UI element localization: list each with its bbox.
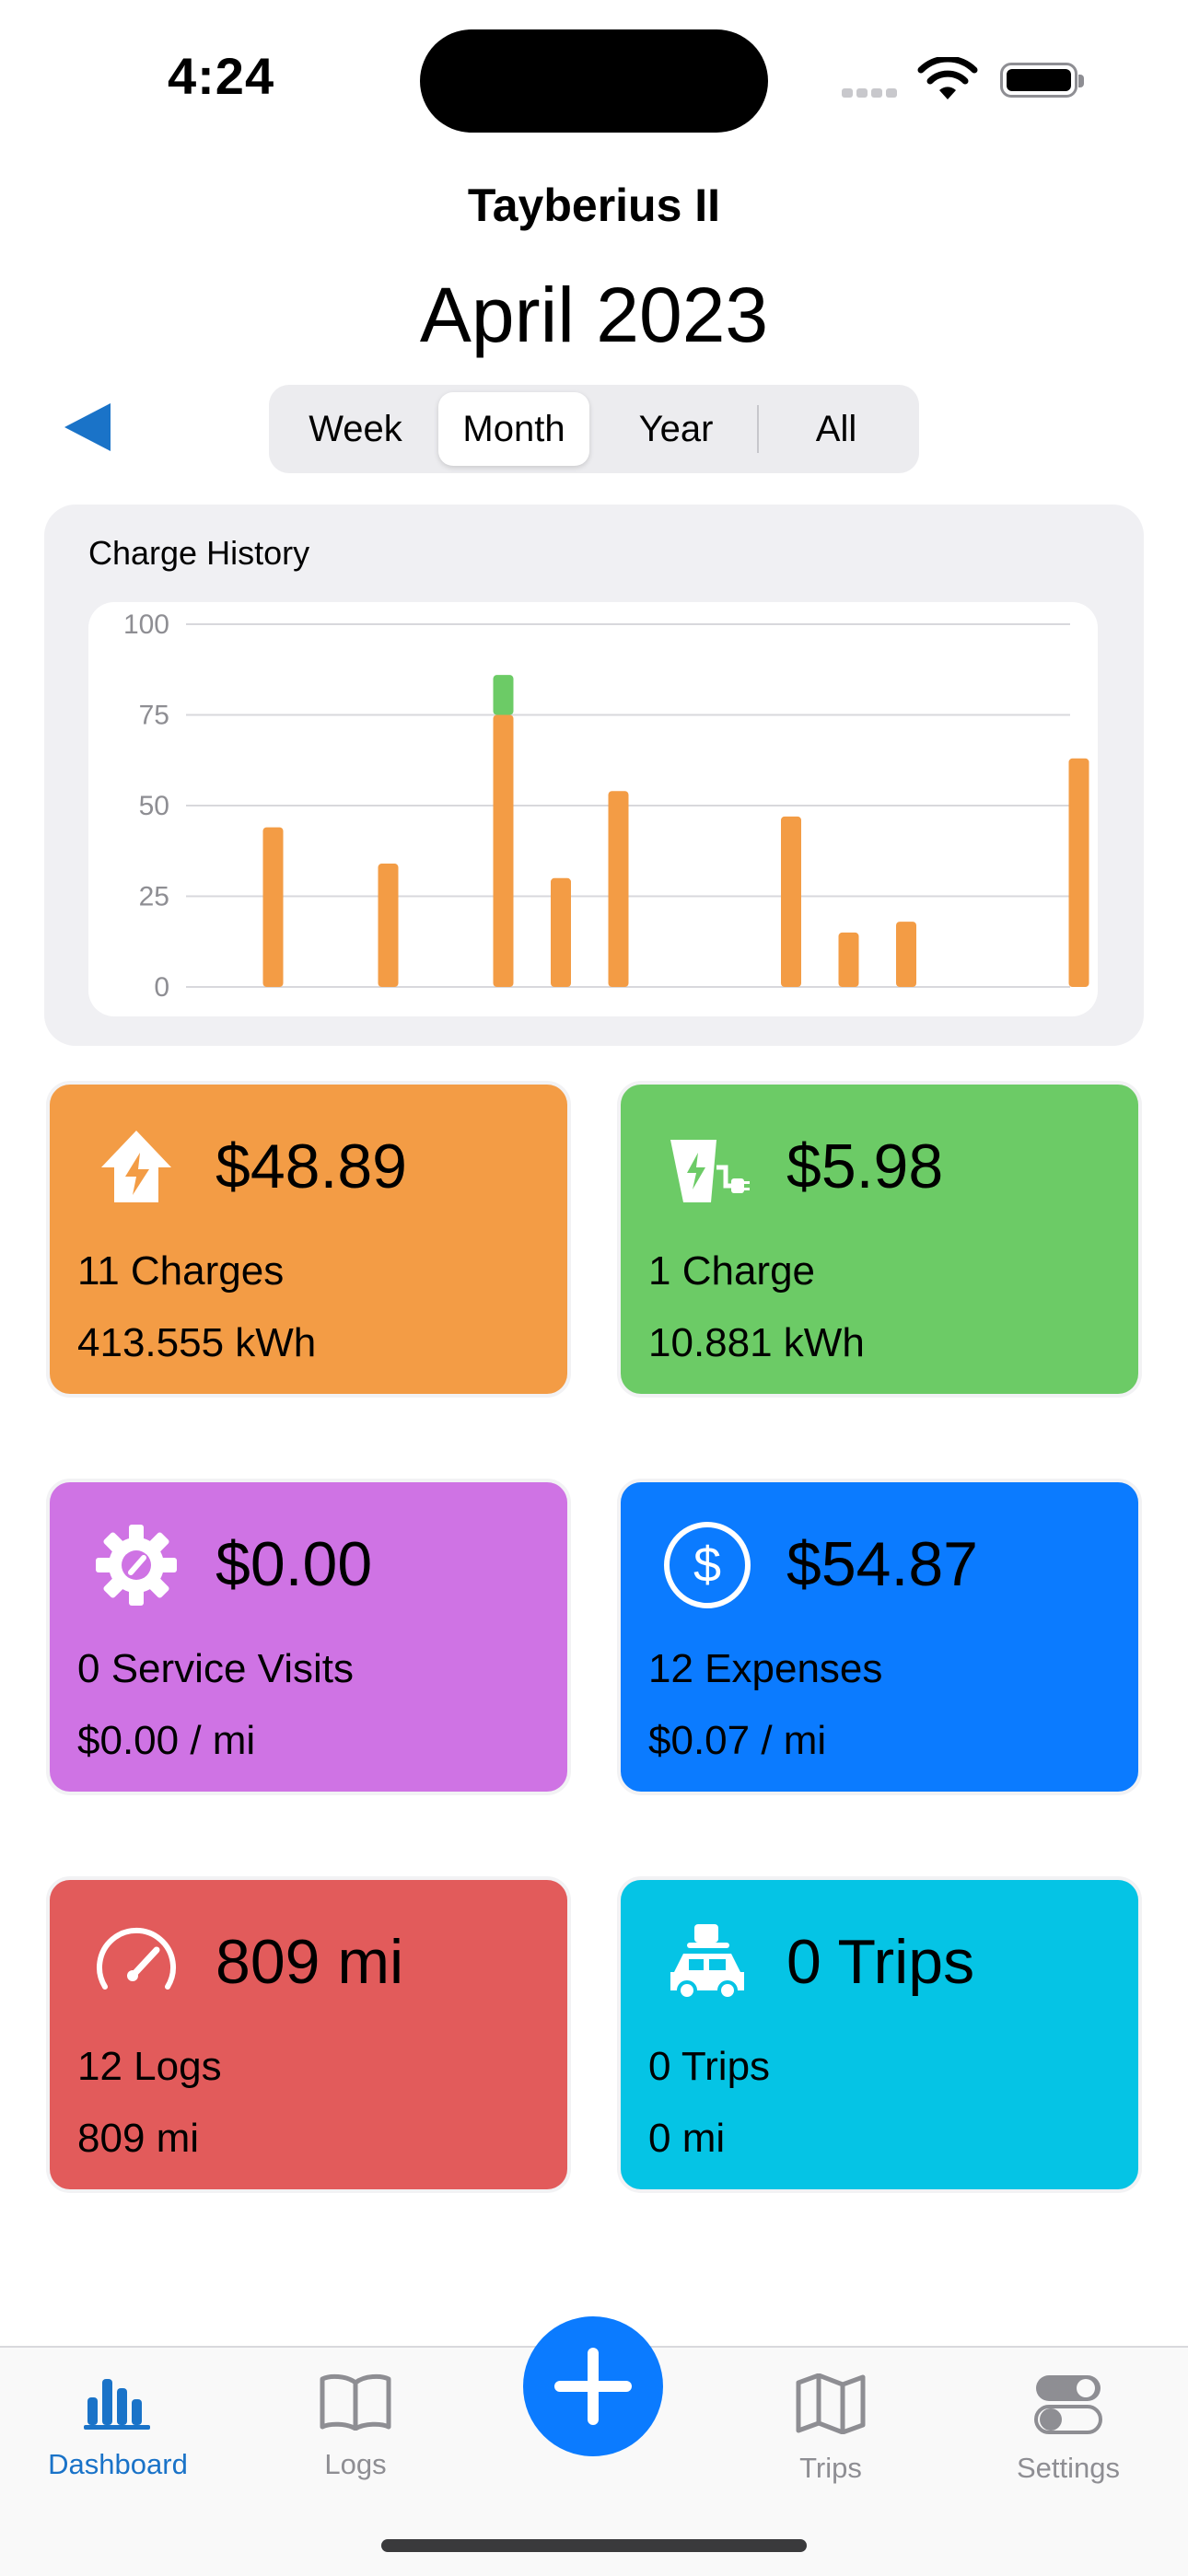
stat-count: 12 Expenses <box>648 1646 883 1691</box>
stat-count: 12 Logs <box>77 2044 222 2089</box>
stat-value: 809 mi <box>215 1927 404 1997</box>
wifi-icon <box>917 57 978 99</box>
speedometer-icon <box>90 1917 182 2009</box>
public-charger-icon <box>661 1121 753 1213</box>
segment-divider <box>757 405 759 453</box>
stat-detail: 413.555 kWh <box>77 1320 317 1365</box>
y-tick-label: 75 <box>139 701 169 731</box>
segment-month[interactable]: Month <box>438 392 589 466</box>
y-tick-label: 50 <box>139 791 169 821</box>
stat-value: $54.87 <box>786 1529 978 1599</box>
stat-detail: 809 mi <box>77 2116 200 2161</box>
vehicle-name[interactable]: Tayberius II <box>467 180 721 231</box>
segment-week[interactable]: Week <box>309 409 402 449</box>
chart-bar <box>1068 758 1089 987</box>
home-indicator <box>381 2539 807 2552</box>
chart-bar <box>262 827 284 987</box>
stat-count: 1 Charge <box>648 1248 816 1294</box>
stat-detail: 0 mi <box>648 2116 726 2161</box>
dollar-circle-icon: $ <box>661 1519 753 1611</box>
stat-card[interactable]: $48.89 11 Charges 413.555 kWh <box>50 1085 567 1394</box>
stat-value: $48.89 <box>215 1131 407 1201</box>
tab-label: Trips <box>799 2452 862 2484</box>
stat-detail: $0.07 / mi <box>648 1718 827 1763</box>
battery-icon <box>1000 63 1084 98</box>
dynamic-island <box>420 29 768 133</box>
tab-label: Logs <box>324 2448 387 2480</box>
chart-bar <box>896 922 916 987</box>
segment-year[interactable]: Year <box>638 409 714 449</box>
add-button[interactable] <box>523 2316 663 2456</box>
stat-count: 11 Charges <box>77 1248 285 1294</box>
stat-value: 0 Trips <box>786 1927 975 1997</box>
book-icon <box>320 2373 391 2431</box>
chart-bar <box>551 877 571 987</box>
stat-count: 0 Trips <box>648 2044 771 2089</box>
service-gear-icon <box>90 1519 182 1611</box>
previous-period-arrow-icon[interactable] <box>61 401 112 453</box>
cellular-signal-icon <box>842 86 901 102</box>
car-luggage-icon <box>661 1917 753 2009</box>
tab-dashboard[interactable]: Dashboard <box>26 2373 210 2481</box>
plus-icon <box>554 2348 632 2425</box>
period-segmented-control: Week Month Year All <box>269 385 919 473</box>
stat-card[interactable]: $5.98 1 Charge 10.881 kWh <box>621 1085 1138 1394</box>
stat-value: $5.98 <box>786 1131 944 1201</box>
stat-value: $0.00 <box>215 1529 373 1599</box>
stat-count: 0 Service Visits <box>77 1646 354 1691</box>
chart-bar <box>378 864 399 987</box>
period-title: April 2023 <box>419 272 769 358</box>
tab-settings[interactable]: Settings <box>976 2373 1160 2485</box>
y-tick-label: 100 <box>123 609 169 640</box>
chart-bar <box>608 791 629 987</box>
tab-logs[interactable]: Logs <box>263 2373 448 2481</box>
tab-label: Dashboard <box>48 2448 188 2480</box>
svg-text:$: $ <box>693 1537 721 1593</box>
chart-bar <box>493 714 514 987</box>
chart-bar <box>493 675 514 715</box>
stat-card[interactable]: $ $54.87 12 Expenses $0.07 / mi <box>621 1482 1138 1792</box>
stat-detail: $0.00 / mi <box>77 1718 256 1763</box>
map-icon <box>796 2373 866 2435</box>
stat-card[interactable]: $0.00 0 Service Visits $0.00 / mi <box>50 1482 567 1792</box>
stat-card[interactable]: 809 mi 12 Logs 809 mi <box>50 1880 567 2189</box>
tab-trips[interactable]: Trips <box>739 2373 923 2485</box>
charge-history-card: Charge History 100 75 50 25 0 <box>44 505 1147 1046</box>
toggle-icon <box>1034 2375 1102 2434</box>
stat-detail: 10.881 kWh <box>648 1320 865 1365</box>
dashboard-chart-icon <box>84 2379 150 2430</box>
status-time: 4:24 <box>168 47 275 105</box>
chart-bar <box>781 816 801 987</box>
y-tick-label: 25 <box>139 882 169 912</box>
tab-label: Settings <box>1016 2452 1120 2484</box>
charge-history-chart: 100 75 50 25 0 <box>123 609 1147 1003</box>
segment-all[interactable]: All <box>815 409 857 449</box>
home-charging-icon <box>90 1121 182 1213</box>
stat-card[interactable]: 0 Trips 0 Trips 0 mi <box>621 1880 1138 2189</box>
chart-title: Charge History <box>88 534 310 572</box>
y-tick-label: 0 <box>154 972 169 1003</box>
chart-area: 100 75 50 25 0 <box>88 602 1147 1016</box>
chart-bar <box>838 932 859 987</box>
